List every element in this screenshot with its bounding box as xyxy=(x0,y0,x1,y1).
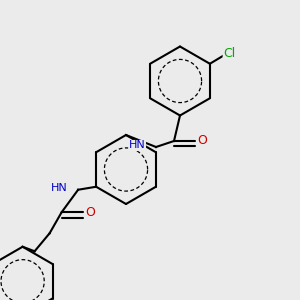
Text: O: O xyxy=(198,134,207,148)
Text: HN: HN xyxy=(129,140,146,151)
Text: HN: HN xyxy=(51,183,68,193)
Text: O: O xyxy=(85,206,95,219)
Text: Cl: Cl xyxy=(223,47,236,60)
